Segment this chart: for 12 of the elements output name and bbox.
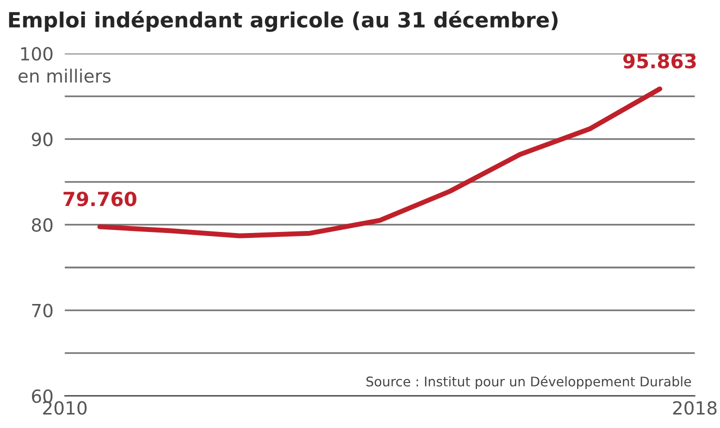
y-tick-label: 70 bbox=[32, 304, 52, 318]
annotation: Source : Institut pour un Développement Durable bbox=[366, 376, 691, 390]
data-label: 79.760 bbox=[64, 192, 136, 206]
chart-title: Emploi indépendant agricole (au 31 décembre) bbox=[9, 10, 558, 32]
x-tick-label: 2010 bbox=[43, 401, 87, 415]
data-label: 95.863 bbox=[623, 54, 696, 68]
y-tick-label: 60 bbox=[32, 389, 52, 404]
y-tick-label: 90 bbox=[32, 132, 52, 146]
y-tick-label: 100 bbox=[21, 46, 52, 61]
y-axis-title: en milliers bbox=[18, 68, 111, 83]
y-tick-label: 80 bbox=[32, 218, 52, 232]
x-tick-label: 2018 bbox=[673, 401, 717, 415]
